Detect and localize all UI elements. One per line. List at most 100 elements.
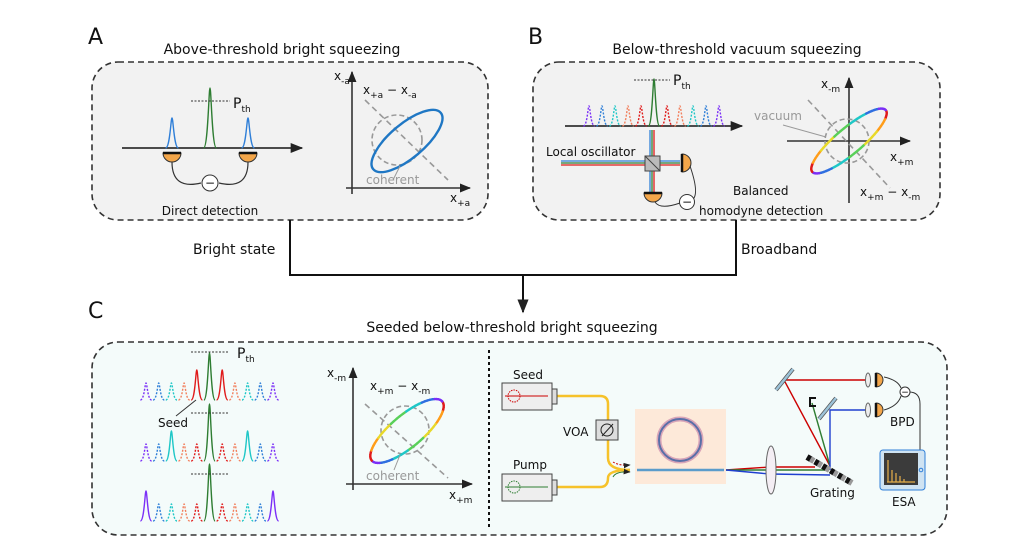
svg-text:ESA: ESA [892, 495, 916, 509]
svg-text:x+m: x+m [890, 150, 913, 168]
attenuator-icon [600, 423, 614, 437]
seed-label: Seed [158, 416, 188, 430]
esa: ESA [879, 449, 926, 509]
detector-icon [643, 191, 663, 203]
direct-detection-label: Direct detection [162, 204, 258, 218]
panel-b-letter: B [528, 25, 543, 50]
svg-text:−: − [205, 176, 215, 190]
spectral-peak [139, 490, 153, 522]
spectral-peak [267, 443, 279, 462]
phase-space-c: x-m x+m − x-m coherent x+m [327, 366, 474, 506]
laser-burst-icon [507, 480, 521, 494]
seed-laser: Seed [501, 368, 558, 411]
broadband-label: Broadband [741, 242, 817, 258]
spectral-peak [203, 463, 216, 522]
ellipse-segment [883, 108, 887, 112]
svg-text:−: − [901, 388, 909, 398]
pump-laser: Pump [501, 458, 558, 502]
panel-c-letter: C [88, 299, 103, 324]
minus-icon [201, 174, 219, 192]
svg-text:Grating: Grating [810, 486, 855, 500]
spectral-peak [178, 382, 191, 401]
svg-text:x+m: x+m [449, 488, 472, 506]
spectral-peak [190, 503, 203, 522]
beam-splitter-icon [644, 155, 661, 172]
svg-text:BPD: BPD [890, 415, 915, 429]
svg-text:Pth: Pth [237, 346, 255, 365]
bright-state-label: Bright state [193, 242, 275, 258]
spectral-peak [152, 503, 165, 522]
spectral-peak [203, 352, 216, 401]
diff-label: x+a − x-a [363, 83, 417, 101]
minus-icon [679, 194, 695, 210]
spectral-peak [228, 443, 241, 462]
svg-text:x+m − x-m: x+m − x-m [860, 185, 920, 203]
spectral-peak [228, 382, 241, 401]
phase-space-b: x-m x+m x+m − x-m vacuum [754, 76, 920, 203]
laser-burst-icon [507, 389, 521, 403]
spectral-peak [152, 443, 165, 462]
spectral-peak [241, 382, 254, 401]
svg-text:Seed: Seed [513, 368, 543, 382]
spectral-peak [266, 490, 280, 522]
panel-c-frame [91, 341, 948, 536]
spectral-peak [164, 117, 180, 149]
homodyne-setup: − [561, 130, 696, 210]
spectral-peak [165, 382, 178, 401]
spectral-peak [202, 87, 218, 149]
svg-text:Pump: Pump [513, 458, 547, 472]
x-axis-label: x+a [450, 191, 470, 209]
phase-space-a: x-a x+a − x-a coherent x+a [334, 69, 472, 209]
spectral-peak [674, 105, 686, 127]
threshold-label: Pth [233, 96, 251, 115]
voa: VOA [563, 419, 619, 441]
svg-text:x+m − x-m: x+m − x-m [370, 379, 430, 397]
y-axis-label: x-a [334, 69, 350, 87]
spectral-peak [140, 443, 152, 462]
spectral-peak [215, 369, 229, 401]
spectral-peak [165, 503, 178, 522]
spectra-c [139, 352, 280, 522]
svg-text:−: − [682, 195, 692, 209]
panel-b-frame [532, 61, 941, 221]
direct-detection-circuit: − [162, 151, 258, 192]
svg-text:x-m: x-m [821, 77, 840, 95]
balanced-label: Balanced [733, 184, 788, 198]
panel-a-title: Above-threshold bright squeezing [164, 42, 401, 58]
spectral-peak [240, 117, 256, 149]
spectral-peak [165, 430, 178, 462]
coherent-label: coherent [366, 173, 420, 187]
spectral-peak [713, 105, 725, 127]
spectral-peak [622, 105, 634, 127]
connector: Bright state Broadband [193, 220, 817, 314]
spectral-peak [254, 503, 267, 522]
svg-text:coherent: coherent [366, 469, 420, 483]
spectrum-b [583, 78, 725, 127]
spectral-peak [687, 105, 699, 127]
spectral-peak [190, 369, 204, 401]
ellipse-segment [440, 399, 444, 403]
panel-a-letter: A [88, 25, 103, 50]
pump-fiber [556, 468, 631, 489]
spectral-peak [647, 78, 661, 127]
spectral-peak [661, 105, 673, 127]
spectral-peak [178, 443, 191, 462]
spectral-peak [152, 382, 165, 401]
spectral-peak [609, 105, 621, 127]
spectral-peak [178, 503, 191, 522]
homodyne-label: homodyne detection [699, 204, 823, 218]
spectral-peak [635, 105, 647, 127]
panel-b-title: Below-threshold vacuum squeezing [612, 42, 861, 58]
panel-b: B Below-threshold vacuum squeezing Pth −… [528, 25, 941, 221]
spectral-peak [140, 382, 152, 401]
spectral-peak [267, 382, 279, 401]
spectrum-a [164, 87, 256, 149]
svg-text:VOA: VOA [563, 425, 589, 439]
threshold-label: Pth [673, 73, 691, 92]
microring-chip [635, 409, 726, 484]
detector-icon [680, 153, 692, 173]
detector-icon [238, 151, 258, 163]
squeezed-ellipse [370, 108, 444, 174]
spectral-peak [596, 105, 608, 127]
